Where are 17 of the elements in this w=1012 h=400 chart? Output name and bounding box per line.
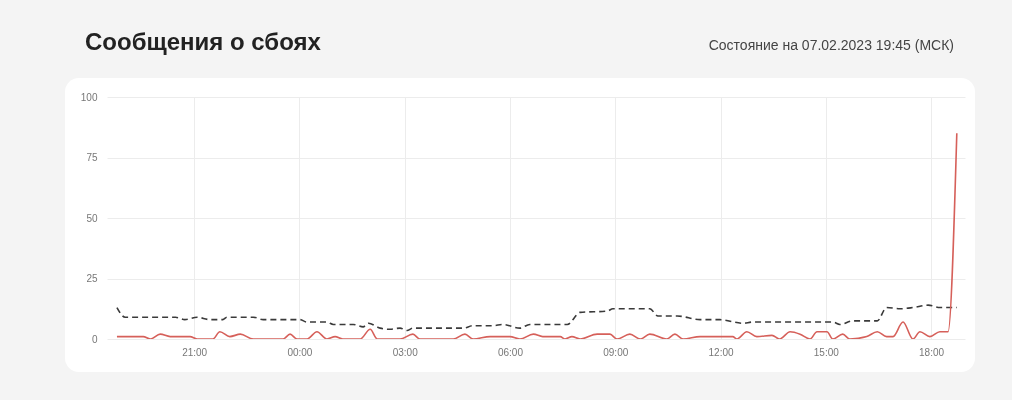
y-tick-label: 25 (86, 273, 98, 284)
y-tick-label: 0 (91, 333, 98, 345)
x-tick-label: 15:00 (813, 346, 840, 358)
x-tick-label: 12:00 (708, 346, 734, 358)
text: Состояние на 07.02.2023 19:45 (МСК) (708, 37, 954, 53)
y-tick-label: 50 (86, 212, 98, 224)
x-tick-label: 09:00 (603, 346, 629, 358)
y-tick-label: 100 (80, 91, 98, 103)
y-tick-label: 75 (86, 152, 98, 163)
x-tick-label: 00:00 (287, 346, 313, 358)
chart-title: Сообщения о сбоях (85, 28, 321, 56)
x-tick-label: 03:00 (392, 346, 419, 358)
x-tick-label: 18:00 (919, 346, 945, 358)
x-tick-label: 21:00 (182, 346, 208, 358)
line-series (116, 132, 958, 339)
line-series (116, 304, 958, 332)
x-tick-label: 06:00 (497, 346, 524, 358)
